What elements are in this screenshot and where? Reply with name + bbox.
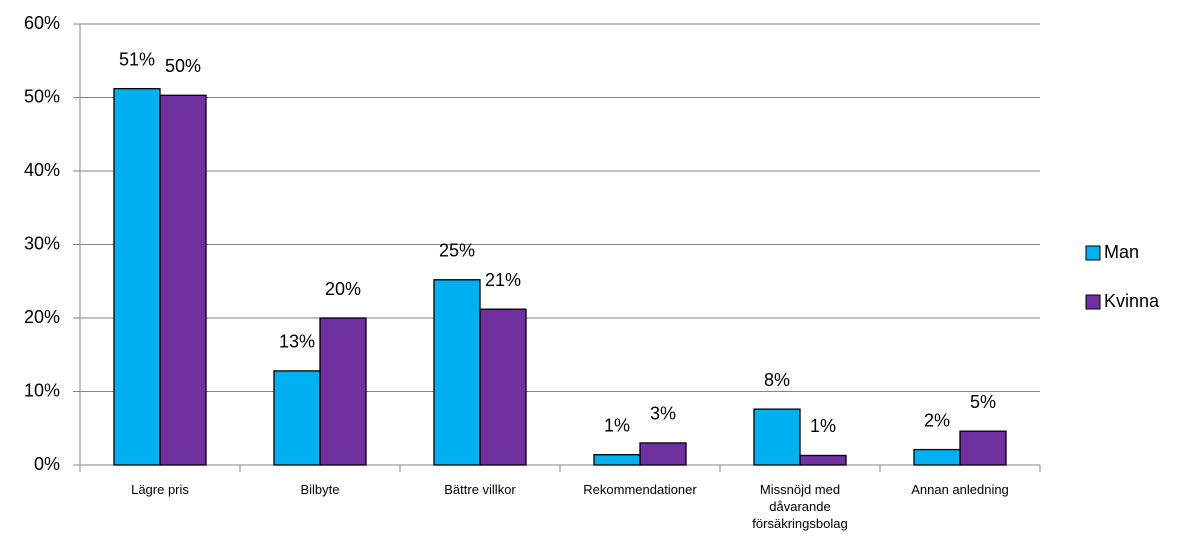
x-tick-label: Lägre pris	[131, 482, 189, 497]
bar	[479, 308, 527, 466]
data-label: 1%	[604, 415, 630, 435]
y-tick-label: 60%	[24, 13, 60, 33]
bar	[799, 454, 847, 466]
bar	[319, 317, 367, 466]
data-label: 5%	[970, 392, 996, 412]
y-tick-label: 30%	[24, 233, 60, 253]
bar	[593, 454, 641, 466]
data-label: 1%	[810, 416, 836, 436]
data-label: 13%	[279, 332, 315, 352]
data-label: 20%	[325, 279, 361, 299]
data-label: 3%	[650, 404, 676, 424]
legend-label: Man	[1104, 242, 1139, 262]
data-label: 8%	[764, 370, 790, 390]
bar	[639, 442, 687, 466]
data-label: 21%	[485, 270, 521, 290]
data-label: 25%	[439, 241, 475, 261]
legend-label: Kvinna	[1104, 291, 1160, 311]
data-label: 51%	[119, 49, 155, 69]
legend-swatch	[1085, 294, 1101, 310]
bar	[913, 448, 961, 466]
x-tick-label: Missnöjd med dåvarande försäkringsbolag	[752, 482, 848, 531]
bar	[753, 408, 801, 466]
data-label: 50%	[165, 56, 201, 76]
x-tick-label: Rekommendationer	[583, 482, 697, 497]
y-tick-label: 10%	[24, 380, 60, 400]
y-tick-label: 50%	[24, 86, 60, 106]
data-label: 2%	[924, 410, 950, 430]
y-tick-label: 40%	[24, 160, 60, 180]
y-tick-label: 0%	[34, 454, 60, 474]
bar	[959, 430, 1007, 466]
y-tick-label: 20%	[24, 307, 60, 327]
bar	[159, 94, 207, 466]
legend-swatch	[1085, 245, 1101, 261]
x-tick-label: Bilbyte	[300, 482, 340, 497]
bar	[273, 370, 321, 466]
bar	[433, 279, 481, 466]
x-tick-label: Annan anledning	[911, 482, 1009, 497]
x-tick-label: Bättre villkor	[444, 482, 516, 497]
bar	[113, 88, 161, 466]
